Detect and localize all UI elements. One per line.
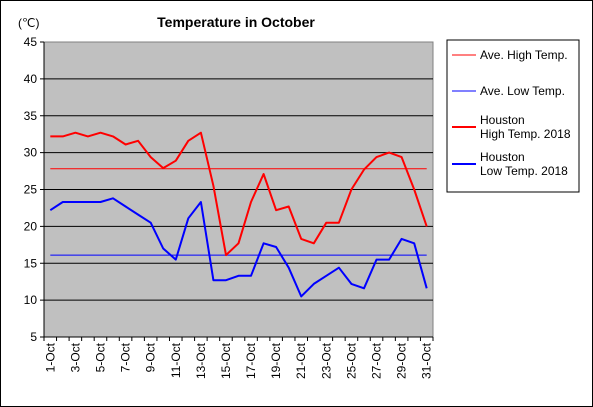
x-axis: 1-Oct 3-Oct 5-Oct 7-Oct 9-Oct 11-Oct 13-Oct 15-…	[43, 336, 434, 379]
legend-label: Ave. Low Temp.	[480, 84, 565, 98]
legend: Ave. High Temp. Ave. Low Temp. Houston High…	[452, 48, 571, 178]
x-tick-label: 25-Oct	[344, 342, 358, 379]
gridlines	[44, 78, 433, 301]
x-tick-label: 1-Oct	[43, 342, 57, 372]
y-axis: 5 10 15 20 25 30 35 40 45	[24, 35, 45, 344]
x-tick-label: 9-Oct	[144, 342, 158, 372]
x-tick-label: 7-Oct	[119, 342, 133, 372]
x-tick-label: 27-Oct	[370, 342, 384, 379]
legend-box	[446, 39, 580, 193]
legend-label: Houston Low Temp. 2018	[480, 150, 568, 178]
y-tick-label: 25	[24, 183, 38, 197]
series-line-3	[50, 131, 428, 257]
legend-label: Houston High Temp. 2018	[480, 113, 571, 141]
y-tick-label: 10	[24, 293, 38, 307]
x-tick-label: 13-Oct	[194, 342, 208, 379]
y-tick-label: 20	[24, 219, 38, 233]
x-tick-label: 19-Oct	[269, 342, 283, 379]
x-tick-label: 15-Oct	[219, 342, 233, 379]
x-tick-label: 11-Oct	[169, 342, 183, 378]
x-tick-label: 21-Oct	[294, 342, 308, 379]
series-line-4	[49, 197, 428, 298]
y-axis-unit-label: (℃)	[18, 16, 39, 30]
x-tick-label: 3-Oct	[68, 342, 82, 372]
y-tick-label: 15	[24, 256, 38, 270]
legend-label: Ave. High Temp.	[480, 48, 568, 62]
x-tick-label: 23-Oct	[319, 342, 333, 379]
chart-title: Temperature in October	[157, 14, 315, 30]
x-tick-label: 29-Oct	[395, 342, 409, 379]
y-tick-label: 40	[24, 72, 38, 86]
y-tick-label: 5	[30, 330, 37, 344]
x-tick-label: 5-Oct	[93, 342, 107, 372]
x-tick-label: 31-Oct	[420, 342, 434, 379]
x-tick-label: 17-Oct	[244, 342, 258, 379]
y-tick-label: 30	[24, 146, 38, 160]
y-tick-label: 45	[24, 35, 38, 49]
y-tick-label: 35	[24, 109, 38, 123]
series-lines	[49, 131, 428, 298]
